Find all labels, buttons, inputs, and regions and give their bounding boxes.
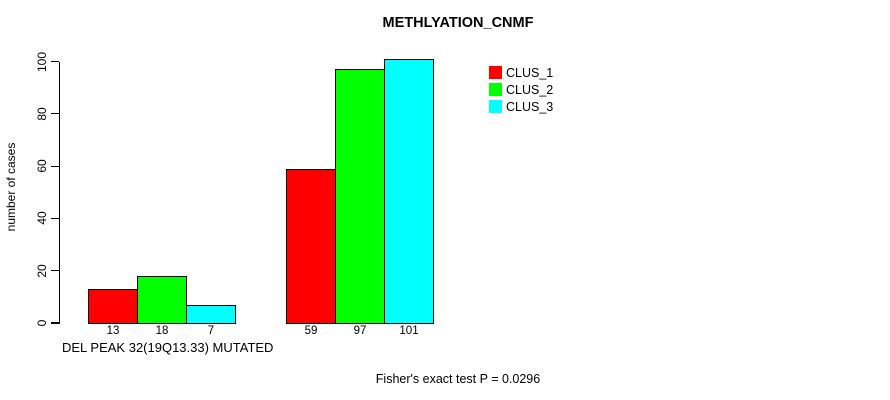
x-axis-label: DEL PEAK 32(19Q13.33) MUTATED xyxy=(62,340,274,355)
y-tick-mark xyxy=(51,217,59,219)
bar-clus_2-group1 xyxy=(137,275,187,324)
chart-title: METHLYATION_CNMF xyxy=(382,15,534,31)
bar-clus_1-group1 xyxy=(88,289,138,324)
bar-value-label: 13 xyxy=(106,325,120,337)
y-tick-label: 80 xyxy=(35,107,49,121)
y-tick-mark xyxy=(51,113,59,115)
legend-item-clus-1: CLUS_1 xyxy=(489,64,553,81)
y-tick-label: 100 xyxy=(35,51,49,72)
bar-clus_2-group2 xyxy=(335,69,385,324)
y-axis-line xyxy=(59,61,61,324)
y-tick-label: 60 xyxy=(35,159,49,173)
legend-item-clus-3: CLUS_3 xyxy=(489,98,553,115)
bar-value-label: 97 xyxy=(353,325,367,337)
legend-item-clus-2: CLUS_2 xyxy=(489,81,553,98)
bar-value-label: 7 xyxy=(207,325,215,337)
bar-clus_3-group2 xyxy=(384,58,434,324)
y-tick-label: 20 xyxy=(35,264,49,278)
legend-swatch-clus-3-icon xyxy=(489,100,502,113)
y-axis-label: number of cases xyxy=(4,142,18,232)
legend-swatch-clus-1-icon xyxy=(489,66,502,79)
footnote-fishers-test: Fisher's exact test P = 0.0296 xyxy=(375,372,541,386)
bar-value-label: 59 xyxy=(304,325,318,337)
y-tick-mark xyxy=(51,270,59,272)
bar-value-label: 18 xyxy=(155,325,169,337)
legend-label-clus-2: CLUS_2 xyxy=(506,82,554,97)
y-tick-label: 40 xyxy=(35,211,49,226)
bar-clus_1-group2 xyxy=(286,168,336,324)
legend-label-clus-1: CLUS_1 xyxy=(506,65,554,80)
legend-swatch-clus-2-icon xyxy=(489,83,502,96)
y-tick-mark xyxy=(51,322,59,324)
y-tick-mark xyxy=(51,165,59,167)
bar-clus_3-group1 xyxy=(186,304,236,324)
legend: CLUS_1 CLUS_2 CLUS_3 xyxy=(489,64,553,115)
bar-value-label: 101 xyxy=(399,325,419,337)
y-tick-label: 0 xyxy=(35,319,49,327)
legend-label-clus-3: CLUS_3 xyxy=(506,99,554,114)
y-tick-mark xyxy=(51,60,59,63)
